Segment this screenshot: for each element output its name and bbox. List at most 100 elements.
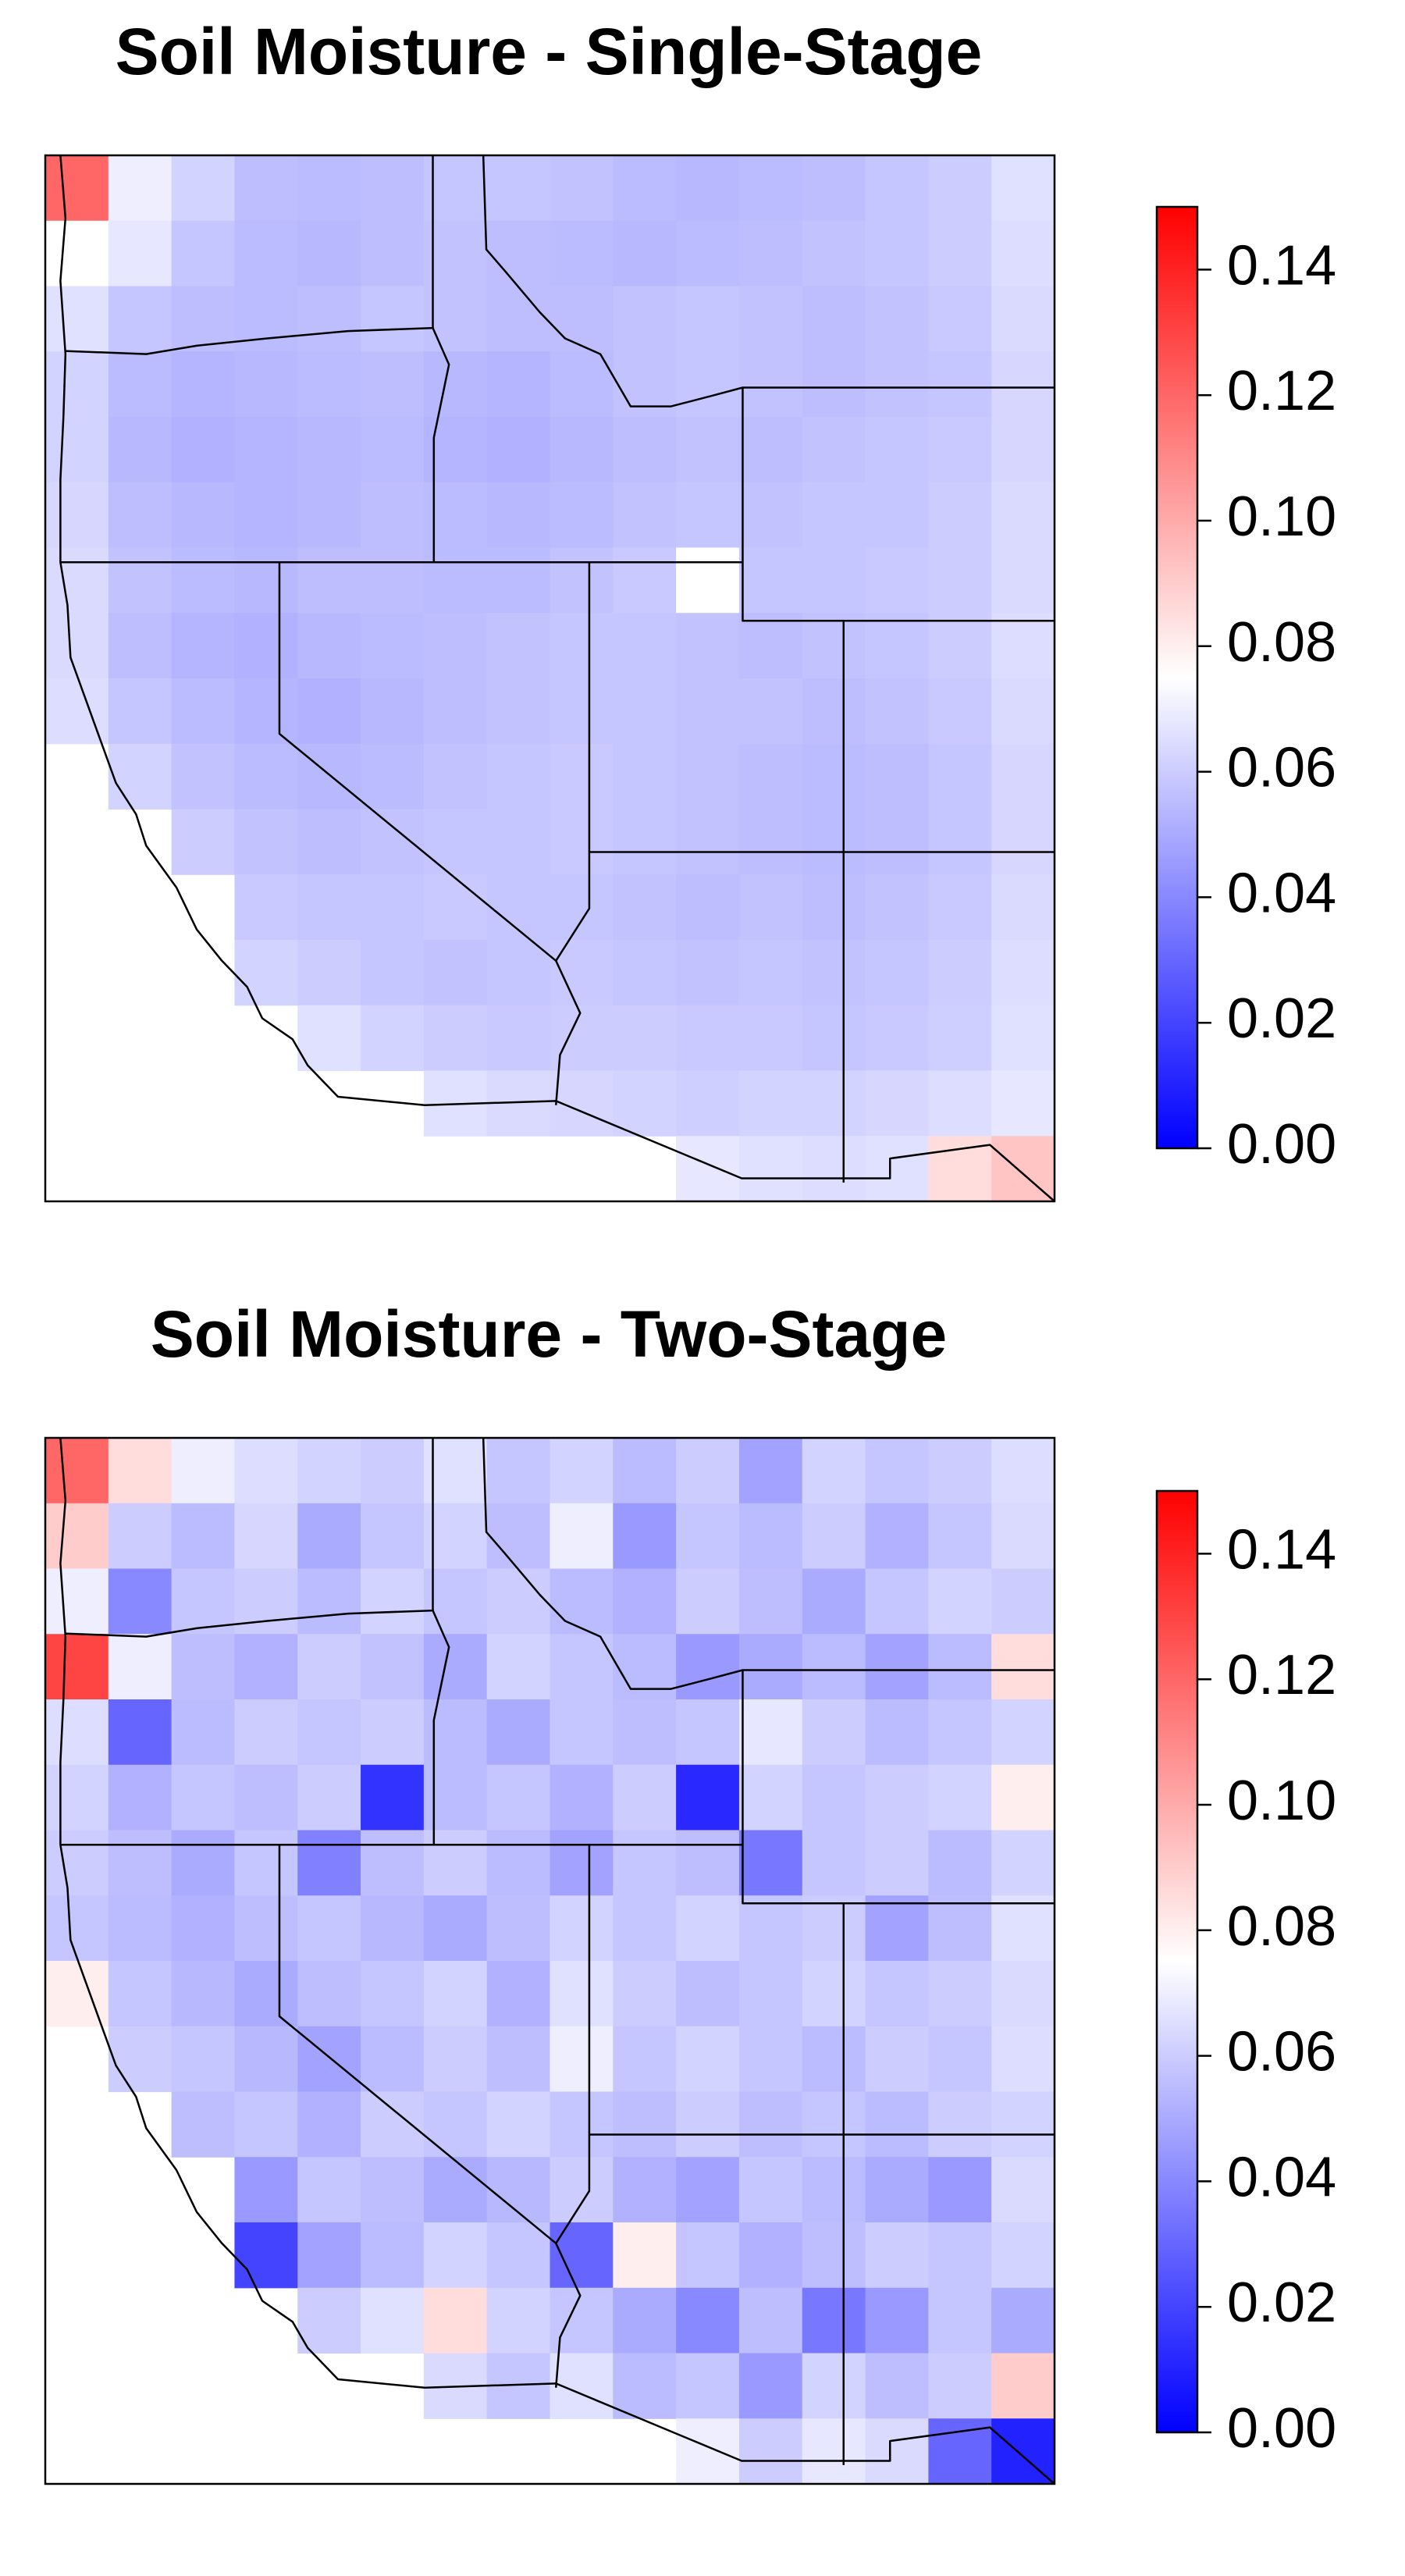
heatmap-cell [613, 1005, 677, 1072]
heatmap-cell [991, 155, 1055, 222]
heatmap-cell [45, 1568, 109, 1635]
heatmap-cell [928, 220, 992, 287]
heatmap-cell [361, 1961, 425, 2027]
heatmap-cell [865, 2418, 929, 2485]
heatmap-cell [108, 2026, 173, 2093]
heatmap-cell [613, 2091, 677, 2158]
heatmap-cell [108, 547, 173, 614]
heatmap-cell [108, 482, 173, 549]
heatmap-cell [550, 1699, 614, 1766]
heatmap-cell [297, 743, 361, 810]
colorbar [1155, 1489, 1199, 2434]
heatmap-cell [486, 1503, 551, 1570]
heatmap-cell [613, 1070, 677, 1137]
heatmap-cell [550, 2353, 614, 2419]
heatmap-cell [486, 351, 551, 418]
heatmap-cell [991, 940, 1055, 1006]
heatmap-cell [234, 482, 298, 549]
heatmap-cell [802, 2091, 866, 2158]
heatmap-cell [865, 1568, 929, 1635]
heatmap-cell [991, 1634, 1055, 1700]
colorbar-tick-label: 0.06 [1227, 2021, 1336, 2083]
heatmap-cell [802, 1438, 866, 1504]
heatmap-cell [802, 417, 866, 483]
heatmap-cell [928, 678, 992, 745]
heatmap-cell [423, 1895, 488, 1962]
heatmap-cell [991, 1961, 1055, 2027]
heatmap-cell [297, 1568, 361, 1635]
heatmap-cell [171, 351, 236, 418]
heatmap-cell [613, 2026, 677, 2093]
heatmap-cell [486, 1005, 551, 1072]
heatmap-cell [423, 2157, 488, 2223]
heatmap-cell [297, 2222, 361, 2289]
heatmap-cell [550, 351, 614, 418]
heatmap-cell [991, 678, 1055, 745]
heatmap-cell [550, 1070, 614, 1137]
heatmap-cell [550, 1503, 614, 1570]
heatmap-cell [234, 1503, 298, 1570]
heatmap-cell [297, 809, 361, 875]
heatmap-cell [550, 417, 614, 483]
heatmap-cell [802, 2287, 866, 2354]
heatmap-cell [738, 1830, 803, 1896]
heatmap-cell [361, 1634, 425, 1700]
heatmap-cell [234, 613, 298, 679]
heatmap-cell [423, 2026, 488, 2093]
heatmap-cell [486, 1830, 551, 1896]
heatmap-cell [486, 2026, 551, 2093]
heatmap-cell [738, 2026, 803, 2093]
chart-title: Soil Moisture - Single-Stage [116, 15, 983, 88]
colorbar-tick-label: 0.14 [1227, 234, 1336, 297]
heatmap-cell [361, 155, 425, 222]
heatmap-cell [991, 2222, 1055, 2289]
heatmap-cell [802, 1895, 866, 1962]
heatmap-cell [423, 2287, 488, 2354]
heatmap-cell [550, 482, 614, 549]
heatmap-cell [676, 809, 740, 875]
heatmap-cell [297, 1634, 361, 1700]
heatmap-cell [991, 1830, 1055, 1896]
heatmap-cell [738, 1568, 803, 1635]
heatmap-cell [171, 1699, 236, 1766]
colorbar [1155, 205, 1199, 1150]
heatmap-cell [361, 220, 425, 287]
heatmap-cell [550, 2157, 614, 2223]
heatmap-cell [991, 1764, 1055, 1831]
heatmap-cell [361, 2222, 425, 2289]
heatmap-cell [45, 1438, 109, 1504]
heatmap-cell [486, 2222, 551, 2289]
heatmap-cell [865, 155, 929, 222]
heatmap-cell [486, 1895, 551, 1962]
heatmap-cell [361, 1005, 425, 1072]
heatmap-cell [171, 547, 236, 614]
heatmap-cell [234, 286, 298, 352]
heatmap-cell [486, 1438, 551, 1504]
heatmap-cell [676, 1070, 740, 1137]
heatmap-cell [676, 1503, 740, 1570]
heatmap-cell [361, 940, 425, 1006]
heatmap-cell [423, 220, 488, 287]
heatmap-cell [865, 417, 929, 483]
heatmap-cell [486, 220, 551, 287]
heatmap-cell [865, 1830, 929, 1896]
heatmap-cell [613, 1764, 677, 1831]
charts: Soil Moisture - Single-Stage 0.00 0.02 0.04… [44, 15, 1336, 2485]
heatmap-cell [802, 1503, 866, 1570]
heatmap-cell [676, 155, 740, 222]
heatmap-cell [738, 1961, 803, 2027]
colorbar-tick-label: 0.00 [1227, 1113, 1336, 1176]
heatmap-cell [928, 482, 992, 549]
heatmap-cell [928, 1764, 992, 1831]
heatmap-cell [613, 809, 677, 875]
heatmap-cell [45, 1764, 109, 1831]
heatmap-cell [45, 1503, 109, 1570]
heatmap-cell [423, 613, 488, 679]
heatmap-cell [676, 2091, 740, 2158]
heatmap-cell [865, 1764, 929, 1831]
heatmap-cell [676, 2222, 740, 2289]
heatmap-cell [802, 547, 866, 614]
heatmap-cell [297, 417, 361, 483]
heatmap-cell [865, 1136, 929, 1202]
heatmap-cell [613, 1634, 677, 1700]
